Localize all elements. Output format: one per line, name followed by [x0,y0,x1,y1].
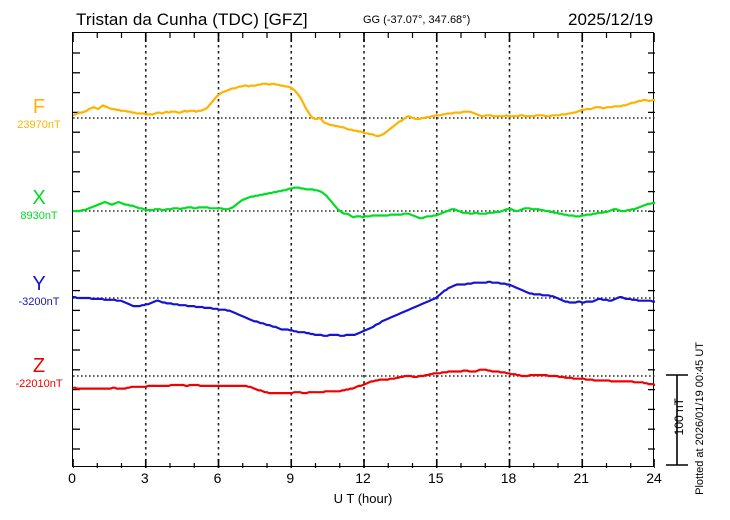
observation-date: 2025/12/19 [568,10,654,29]
x-tick-label: 0 [68,470,76,486]
x-axis-label: U T (hour) [333,491,393,506]
x-tick-label: 9 [286,470,295,486]
x-tick-label: 15 [427,470,444,486]
series-label-x: X 8930nT [8,188,70,223]
series-baseline-x: 8930nT [20,210,58,222]
x-tick-label: 21 [573,470,590,486]
x-tick-label: 12 [355,470,371,486]
geographic-coordinates: GG (-37.07°, 347.68°) [363,14,471,26]
x-tick-label: 3 [140,470,149,486]
scale-bar [666,374,688,466]
plot-frame [72,32,655,468]
series-symbol-f: F [32,96,46,118]
x-tick-label: 24 [646,470,662,486]
series-symbol-y: Y [32,273,46,295]
series-baseline-z: -22010nT [15,378,63,390]
series-label-f: F 23970nT [8,97,70,132]
plotted-at-timestamp: Plotted at 2026/01/19 00:45 UT [694,342,706,495]
x-tick-label: 6 [213,470,222,486]
series-baseline-y: -3200nT [18,296,60,308]
x-tick-label: 18 [500,470,517,486]
magnetogram-traces [73,33,655,468]
series-label-z: Z -22010nT [8,356,70,391]
series-baseline-f: 23970nT [17,119,61,131]
series-symbol-x: X [32,187,46,209]
series-symbol-z: Z [32,355,46,377]
page-title: Tristan da Cunha (TDC) [GFZ] [76,10,308,29]
scale-bar-label: 100 nT [672,398,686,436]
series-label-y: Y -3200nT [8,274,70,309]
